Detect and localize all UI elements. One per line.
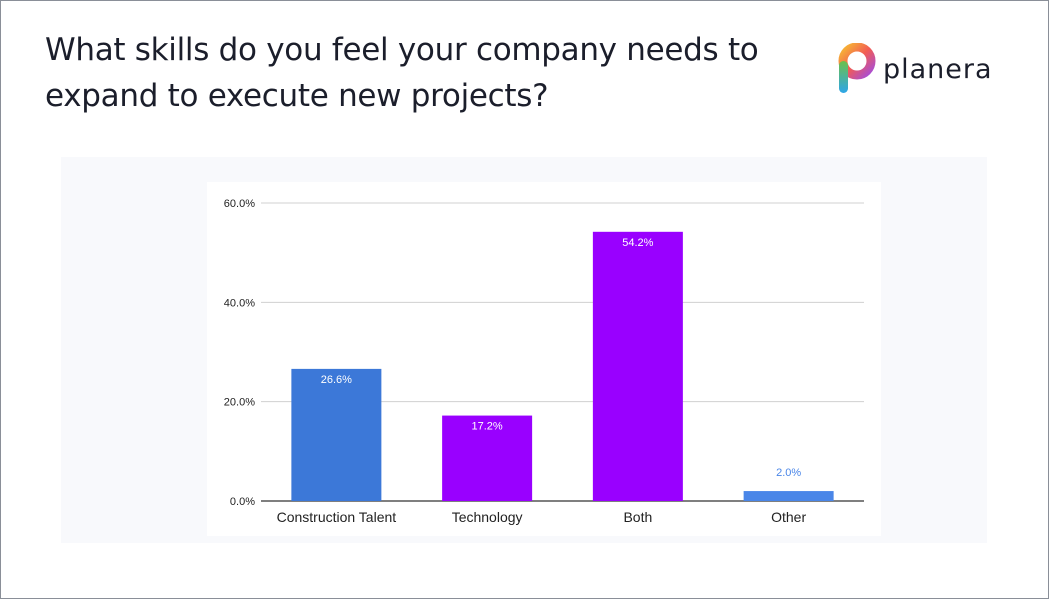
data-label: 2.0% [776, 467, 801, 479]
bar [442, 415, 533, 501]
data-label: 54.2% [622, 237, 653, 249]
bar [743, 491, 834, 501]
logo-text: planera [883, 53, 993, 85]
x-tick-label: Technology [452, 509, 523, 525]
y-tick-label: 40.0% [224, 297, 255, 309]
bar [592, 231, 683, 501]
x-tick-label: Other [771, 509, 806, 525]
y-tick-label: 60.0% [224, 198, 255, 210]
page-title: What skills do you feel your company nee… [45, 32, 759, 114]
x-tick-label: Construction Talent [277, 509, 397, 525]
data-label: 26.6% [321, 374, 352, 386]
data-label: 17.2% [472, 421, 503, 433]
y-tick-label: 0.0% [230, 496, 255, 508]
bar-chart: 0.0% 20.0% 40.0% 60.0% 26.6% Construction Tal… [224, 198, 864, 525]
y-tick-label: 20.0% [224, 397, 255, 409]
x-tick-label: Both [623, 509, 652, 525]
chart-card: 0.0% 20.0% 40.0% 60.0% 26.6% Construction Tal… [207, 182, 881, 536]
planera-logo-icon [838, 43, 876, 93]
bar [291, 368, 382, 501]
brand-logo: planera [837, 43, 993, 95]
